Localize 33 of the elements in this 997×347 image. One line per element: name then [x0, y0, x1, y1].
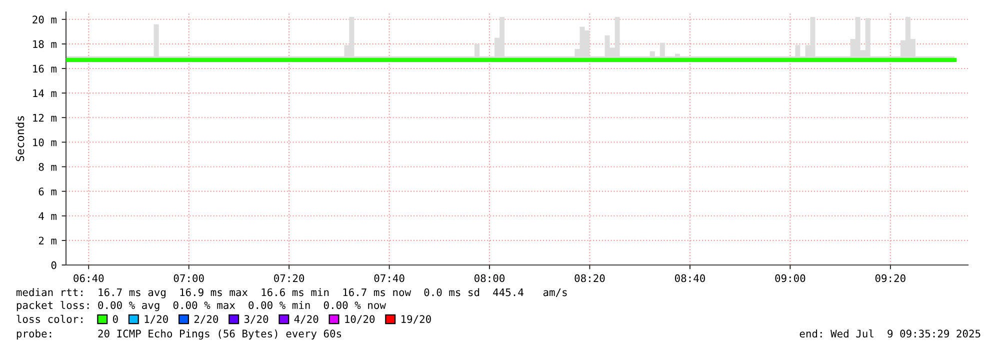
legend-label: 4/20 [294, 315, 318, 324]
legend-label: 19/20 [402, 315, 431, 324]
legend-label: 0 [112, 315, 118, 323]
y-tick-label: 6 m [38, 188, 56, 196]
y-tick-label: 4 m [38, 212, 56, 220]
legend-label: 2/20 [194, 315, 218, 324]
y-tick-label: 0 [51, 261, 56, 270]
text: median rtt: 16.7 ms avg 16.9 ms max 16.6 ms min 16.7 ms now 0.0 ms sd 445.4 am/s [16, 288, 567, 298]
y-tick-label: 12 m [33, 114, 56, 122]
x-tick-label: 09:00 [775, 274, 806, 282]
x-tick-label: 07:40 [374, 274, 404, 282]
x-tick-label: 09:20 [875, 274, 906, 282]
legend-label: 10/20 [345, 315, 375, 324]
x-tick-label: 06:40 [74, 274, 104, 282]
text: end: Wed Jul 9 09:35:29 2025 [800, 329, 980, 338]
y-axis-title: Seconds [16, 116, 24, 162]
y-tick-label: 18 m [33, 40, 56, 48]
text: probe: 20 ICMP Echo Pings (56 Bytes) every 60s [16, 329, 342, 340]
y-tick-label: 16 m [33, 64, 56, 73]
y-tick-label: 14 m [33, 89, 56, 98]
legend-label: 3/20 [244, 315, 268, 324]
x-tick-label: 07:00 [174, 274, 204, 282]
x-tick-label: 08:40 [674, 274, 705, 282]
x-tick-label: 08:00 [474, 274, 505, 282]
y-tick-label: 8 m [38, 163, 56, 171]
y-tick-label: 10 m [33, 138, 56, 146]
x-tick-label: 07:20 [274, 274, 304, 282]
x-tick-label: 08:20 [574, 274, 605, 282]
y-tick-label: 20 m [32, 16, 56, 24]
legend-title: loss color: [16, 314, 82, 323]
y-tick-label: 2 m [38, 236, 56, 244]
legend-label: 1/20 [144, 315, 168, 324]
text: packet loss: 0.00 % avg 0.00 % max 0.00 % min 0.00 % now [16, 300, 386, 312]
